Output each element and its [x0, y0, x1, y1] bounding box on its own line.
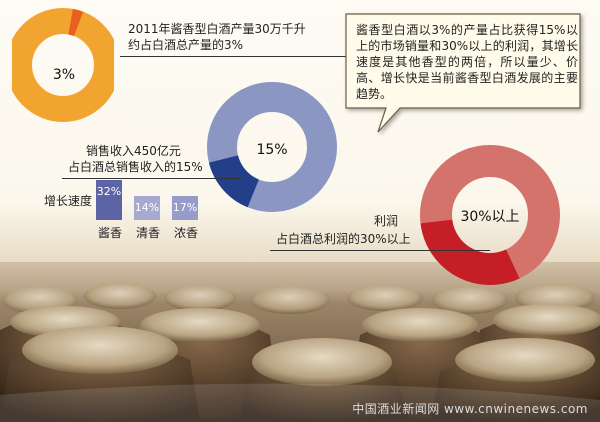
growth-value-nongxiang: 17% — [172, 201, 198, 214]
ring-share-segment — [207, 82, 337, 212]
watermark: 中国酒业新闻网 www.cnwinenews.com — [352, 402, 588, 416]
growth-bar-chart: 32% 14% 17% — [96, 180, 206, 220]
growth-title: 增长速度 — [44, 194, 93, 208]
profit-note-line2: 占白酒总利润的30%以上 — [276, 232, 411, 246]
growth-name-nongxiang: 浓香 — [174, 226, 199, 240]
sales-note-rule — [62, 178, 242, 179]
profit-note-line1: 利润 — [374, 214, 399, 228]
ring-share-segment — [12, 8, 114, 122]
profit-share-ring — [420, 145, 560, 285]
sales-share-label: 15% — [256, 142, 288, 158]
production-note-line2: 约占白酒总产量的3% — [128, 38, 244, 52]
profit-note-rule — [270, 250, 490, 251]
growth-name-jiangxiang: 酱香 — [98, 226, 123, 240]
production-note-rule — [120, 56, 350, 57]
growth-value-jiangxiang: 32% — [96, 185, 122, 198]
sales-note-line1: 销售收入450亿元 — [86, 144, 181, 158]
callout-bubble — [345, 13, 581, 133]
growth-bar-qingxiang: 14% — [134, 196, 160, 220]
profit-share-label: 30%以上 — [460, 209, 520, 225]
sales-note-line2: 占白酒总销售收入的15% — [68, 160, 203, 174]
growth-value-qingxiang: 14% — [134, 201, 160, 214]
growth-bar-nongxiang: 17% — [172, 196, 198, 220]
callout-text: 酱香型白酒以3%的产量占比获得15%以上的市场销量和30%以上的利润，其增长速度… — [356, 23, 578, 101]
sales-share-ring — [207, 82, 337, 212]
growth-bar-jiangxiang: 32% — [96, 180, 122, 220]
production-share-label: 3% — [52, 67, 76, 83]
production-share-ring — [12, 8, 114, 122]
production-note-line1: 2011年酱香型白酒产量30万千升 — [128, 22, 306, 36]
growth-name-qingxiang: 清香 — [136, 226, 161, 240]
ring-remainder — [207, 82, 337, 212]
ring-remainder — [12, 8, 114, 122]
